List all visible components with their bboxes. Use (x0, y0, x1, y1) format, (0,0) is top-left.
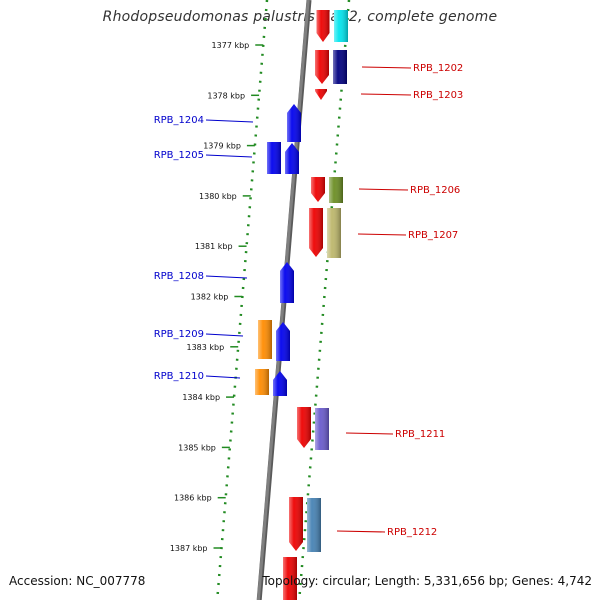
gene-label-right[interactable]: RPB_1207 (408, 230, 458, 241)
scale-ticks: 1377 kbp 1378 kbp 1379 kbp 1380 kbp 1381 kbp… (170, 41, 264, 553)
leader-line-right (336, 530, 386, 533)
feature-steel-block-shade (307, 498, 321, 552)
leader-line-right (360, 93, 412, 96)
accession-text: Accession: NC_007778 (9, 574, 146, 588)
scale-tick-label: 1381 kbp (195, 242, 233, 251)
leader-line-left (205, 333, 244, 337)
gene-label-left[interactable]: RPB_1209 (154, 329, 204, 340)
scale-tick-label: 1382 kbp (191, 293, 229, 302)
gene-label-right[interactable]: RPB_1206 (410, 185, 460, 196)
scale-tick-label: 1386 kbp (174, 494, 212, 503)
feature-orange-block-1-shade (258, 320, 272, 359)
leader-line-right (345, 432, 394, 435)
gene-features (255, 10, 348, 600)
feature-orange-block-2-shade (255, 369, 269, 395)
feature-rpb-1204-shade (287, 104, 301, 142)
feature-rpb-1202-shade (315, 50, 329, 84)
dotted-guide-left (215, 0, 269, 600)
feature-rpb-1207-shade (309, 208, 323, 257)
feature-rpb-1209-shade (276, 322, 290, 361)
feature-slate-block-shade (315, 408, 329, 450)
label-leader-lines (205, 66, 412, 533)
scale-tick-label: 1383 kbp (187, 343, 225, 352)
gene-label-right[interactable]: RPB_1203 (413, 90, 463, 101)
feature-rpb-1206-shade (311, 177, 325, 202)
feature-rpb-1205-shade (285, 143, 299, 174)
gene-label-left[interactable]: RPB_1208 (154, 271, 204, 282)
feature-rpb-1211-shade (297, 407, 311, 448)
leader-line-right (361, 66, 412, 69)
leader-line-left (205, 119, 254, 123)
gene-label-left[interactable]: RPB_1204 (154, 115, 204, 126)
gene-label-left[interactable]: RPB_1210 (154, 371, 204, 382)
feature-rpb-1212-shade (289, 497, 303, 551)
scale-tick-label: 1387 kbp (170, 544, 208, 553)
feature-red-partial-shade (283, 557, 297, 600)
gene-label-right[interactable]: RPB_1202 (413, 63, 463, 74)
feature-khaki-block-shade (327, 208, 341, 258)
leader-line-right (357, 233, 407, 236)
leader-line-left (205, 275, 248, 279)
feature-rpb-1210-shade (273, 371, 287, 396)
scale-tick-label: 1385 kbp (178, 443, 216, 452)
scale-tick-label: 1377 kbp (212, 41, 250, 50)
feature-rpb-1203-shade (315, 89, 327, 100)
scale-tick-label: 1380 kbp (199, 192, 237, 201)
feature-navy-block-shade (333, 50, 347, 84)
leader-line-left (205, 154, 253, 158)
feature-rpb-1208-shade (280, 262, 294, 303)
scale-tick-label: 1384 kbp (182, 393, 220, 402)
gene-label-right[interactable]: RPB_1211 (395, 429, 445, 440)
leader-line-right (358, 188, 409, 191)
topology-text: Topology: circular; Length: 5,331,656 bp… (262, 574, 592, 588)
scale-tick-label: 1379 kbp (203, 142, 241, 151)
feature-red-arrow-shade (316, 10, 330, 42)
feature-olive-block-shade (329, 177, 343, 203)
gene-labels: RPB_1204 RPB_1205 RPB_1208 RPB_1209 RPB_1210… (154, 63, 464, 538)
feature-cyan-block-shade (334, 10, 348, 42)
scale-tick-label: 1378 kbp (207, 91, 245, 100)
dotted-guide-right (297, 0, 351, 600)
gene-label-left[interactable]: RPB_1205 (154, 150, 204, 161)
genome-title: Rhodopseudomonas palustris HaA2, complet… (102, 9, 498, 25)
feature-blue-block-shade (267, 142, 281, 174)
leader-line-left (205, 375, 241, 379)
gene-label-right[interactable]: RPB_1212 (387, 527, 437, 538)
dotted-guide-lines (215, 0, 351, 600)
